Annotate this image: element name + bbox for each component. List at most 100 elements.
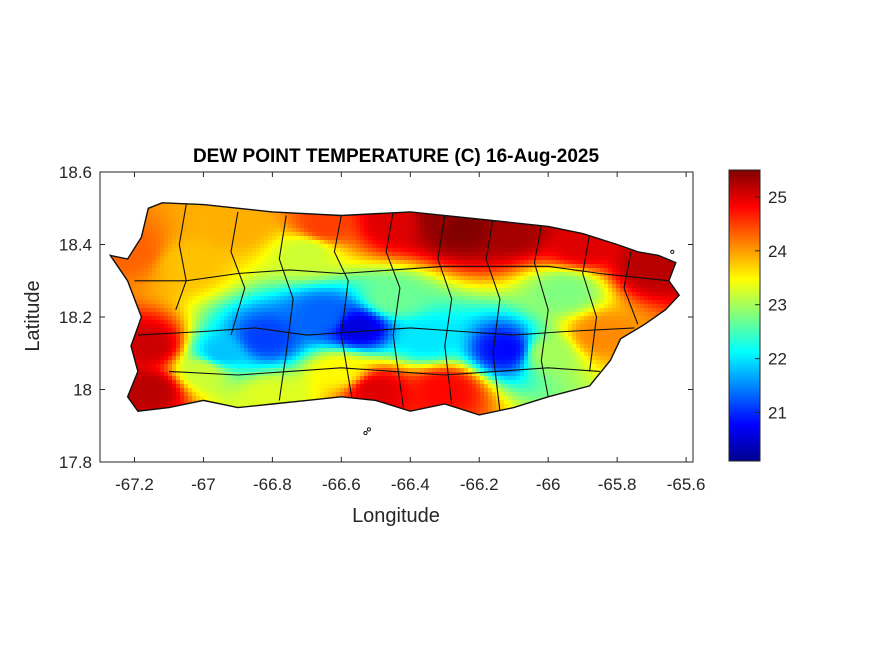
heat-cell [188, 300, 193, 305]
heat-cell [288, 240, 293, 245]
heat-cell [304, 236, 309, 241]
heat-cell [428, 308, 433, 313]
heat-cell [152, 208, 157, 213]
heat-cell [244, 268, 249, 273]
heat-cell [380, 276, 385, 281]
heat-cell [240, 256, 245, 261]
heat-cell [564, 300, 569, 305]
heat-cell [384, 232, 389, 237]
heat-cell [248, 216, 253, 221]
heat-cell [240, 312, 245, 317]
heat-cell [452, 280, 457, 285]
heat-cell [328, 300, 333, 305]
heat-cell [220, 248, 225, 253]
heat-cell [260, 244, 265, 249]
heat-cell [496, 268, 501, 273]
heat-cell [156, 220, 161, 225]
heat-cell [244, 208, 249, 213]
heat-cell [660, 296, 665, 301]
heat-cell [376, 256, 381, 261]
heat-cell [600, 328, 605, 333]
heat-cell [364, 300, 369, 305]
heat-cell [460, 268, 465, 273]
heat-cell [564, 276, 569, 281]
heat-cell [472, 312, 477, 317]
heat-cell [368, 240, 373, 245]
heat-cell [356, 308, 361, 313]
heat-cell [496, 220, 501, 225]
heat-cell [268, 212, 273, 217]
heat-cell [572, 232, 577, 237]
heat-cell [244, 260, 249, 265]
heat-cell [556, 300, 561, 305]
heat-cell [200, 328, 205, 333]
heat-cell [180, 248, 185, 253]
heat-cell [268, 296, 273, 301]
heat-cell [168, 216, 173, 221]
heat-cell [220, 240, 225, 245]
heat-cell [332, 276, 337, 281]
heat-cell [436, 224, 441, 229]
heat-cell [624, 324, 629, 329]
heat-cell [256, 256, 261, 261]
heat-cell [244, 276, 249, 281]
heat-cell [568, 268, 573, 273]
heat-cell [328, 304, 333, 309]
heat-cell [200, 220, 205, 225]
heat-cell [648, 288, 653, 293]
heat-cell [608, 284, 613, 289]
heat-cell [588, 244, 593, 249]
heat-cell [384, 280, 389, 285]
heat-cell [524, 256, 529, 261]
heat-cell [184, 332, 189, 337]
heat-cell [264, 256, 269, 261]
heat-cell [396, 228, 401, 233]
heat-cell [432, 276, 437, 281]
heat-cell [436, 292, 441, 297]
heat-cell [168, 224, 173, 229]
heat-cell [412, 272, 417, 277]
heat-cell [468, 228, 473, 233]
heat-cell [324, 224, 329, 229]
heat-cell [220, 296, 225, 301]
heat-cell [172, 260, 177, 265]
heat-cell [632, 264, 637, 269]
heat-cell [600, 288, 605, 293]
heat-cell [420, 300, 425, 305]
heat-cell [368, 272, 373, 277]
heat-cell [128, 264, 133, 269]
heat-cell [308, 312, 313, 317]
heat-cell [288, 232, 293, 237]
heat-cell [604, 300, 609, 305]
heat-cell [296, 288, 301, 293]
heat-cell [404, 228, 409, 233]
heat-cell [476, 224, 481, 229]
heat-cell [268, 224, 273, 229]
heat-cell [280, 276, 285, 281]
heat-cell [432, 232, 437, 237]
heat-cell [336, 236, 341, 241]
heat-cell [240, 320, 245, 325]
heat-cell [544, 240, 549, 245]
heat-cell [324, 284, 329, 289]
heat-cell [260, 316, 265, 321]
heat-cell [668, 296, 673, 301]
heat-cell [140, 252, 145, 257]
heat-cell [264, 228, 269, 233]
heat-cell [624, 260, 629, 265]
heat-cell [152, 264, 157, 269]
heat-cell [416, 264, 421, 269]
heat-cell [144, 232, 149, 237]
heat-cell [380, 228, 385, 233]
heat-cell [352, 292, 357, 297]
heat-cell [580, 260, 585, 265]
heat-cell [236, 240, 241, 245]
heat-cell [256, 268, 261, 273]
heat-cell [304, 300, 309, 305]
heat-cell [368, 308, 373, 313]
heat-cell [288, 236, 293, 241]
heat-cell [352, 216, 357, 221]
heat-cell [408, 292, 413, 297]
heat-cell [220, 208, 225, 213]
heat-cell [404, 236, 409, 241]
